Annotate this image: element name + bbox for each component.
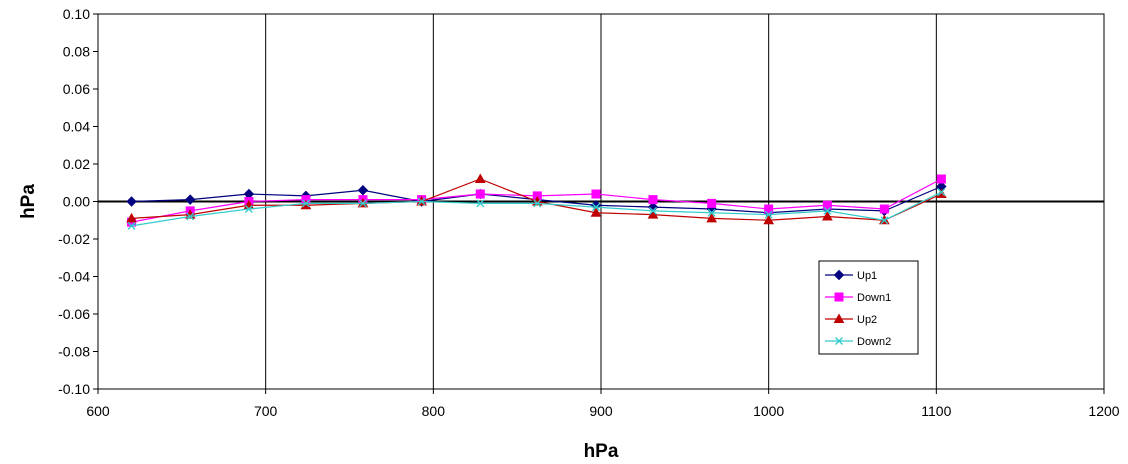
data-point-down2: [937, 188, 946, 197]
legend-marker-up2: [833, 313, 845, 323]
x-marker-stroke: [244, 205, 253, 213]
data-point-down1: [822, 200, 832, 210]
data-point-down1: [879, 204, 889, 214]
x-marker-stroke: [764, 210, 773, 219]
data-point-down1: [936, 174, 946, 184]
data-point-up2: [821, 210, 833, 221]
data-point-down2: [764, 210, 773, 219]
series-down1: [127, 174, 946, 227]
x-marker-stroke: [592, 203, 600, 212]
y-tick-label: 0.02: [63, 156, 90, 172]
data-point-down1: [475, 189, 485, 199]
data-point-up2: [763, 214, 775, 225]
data-point-up1: [185, 194, 196, 205]
data-point-up2: [647, 209, 659, 219]
data-point-down2: [707, 208, 716, 217]
series-layer: [126, 173, 947, 230]
y-tick-label: -0.06: [58, 306, 90, 322]
legend-label-up2: Up2: [857, 314, 877, 326]
y-tick-label: -0.04: [58, 269, 90, 285]
x-tick-label: 1100: [921, 403, 951, 419]
x-marker-stroke: [823, 206, 832, 215]
y-tick-label: -0.02: [58, 231, 90, 247]
x-marker-stroke: [649, 206, 657, 215]
legend: Up1 Down1 Up2 Down2: [818, 260, 919, 355]
legend-marker-down2: [835, 337, 843, 345]
data-point-up2: [706, 212, 718, 223]
data-point-down2: [592, 203, 600, 212]
data-point-down2: [417, 197, 426, 206]
legend-label-down2: Down2: [857, 336, 891, 348]
x-axis-title: hPa: [584, 441, 619, 462]
data-point-down2: [880, 216, 889, 225]
legend-marker-down1: [834, 292, 844, 302]
x-marker-stroke: [937, 188, 946, 197]
data-point-down2: [244, 205, 253, 213]
series-down2: [127, 188, 946, 230]
x-tick-label: 1200: [1088, 403, 1119, 419]
x-tick-label: 1000: [753, 403, 784, 419]
x-marker-stroke: [476, 199, 485, 208]
legend-entry-up1: Up1: [825, 269, 877, 282]
data-point-down2: [823, 206, 832, 215]
y-tick-label: 0.08: [63, 44, 90, 60]
x-tick-label: 700: [254, 403, 278, 419]
data-point-down2: [649, 206, 657, 215]
legend-label-down1: Down1: [857, 292, 891, 304]
x-marker-stroke: [358, 199, 367, 208]
data-point-down2: [533, 199, 542, 208]
x-marker-stroke: [880, 216, 889, 225]
legend-entry-down2: Down2: [825, 336, 891, 348]
data-point-down2: [301, 199, 310, 208]
data-point-down1: [648, 195, 658, 205]
data-point-down2: [127, 221, 136, 230]
data-point-down2: [358, 199, 367, 208]
x-marker-stroke: [707, 208, 716, 217]
y-tick-label: -0.08: [58, 344, 90, 360]
legend-entry-down1: Down1: [825, 292, 891, 304]
x-tick-label: 800: [422, 403, 446, 419]
x-tick-label: 900: [589, 403, 613, 419]
data-point-up1: [357, 185, 369, 196]
data-point-down2: [476, 199, 485, 208]
legend-label-up1: Up1: [857, 270, 877, 282]
y-tick-label: -0.10: [58, 381, 90, 397]
data-point-down1: [591, 189, 601, 199]
x-marker-stroke: [835, 337, 843, 345]
data-point-up2: [590, 207, 602, 217]
y-tick-label: 0.00: [63, 194, 90, 210]
y-tick-label: 0.06: [63, 81, 90, 97]
x-marker-stroke: [417, 197, 426, 206]
x-marker-stroke: [301, 199, 310, 208]
y-axis-ticks: 0.10 0.08 0.06 0.04 0.02 0.00 -0.02 -0.04 -0.06 -…: [58, 6, 98, 397]
y-tick-label: 0.04: [63, 119, 90, 135]
legend-marker-up1: [833, 269, 845, 281]
data-point-up2: [126, 212, 137, 223]
x-tick-label: 600: [86, 403, 110, 419]
x-marker-stroke: [186, 212, 195, 221]
data-point-up1: [126, 196, 137, 207]
x-marker-stroke: [533, 199, 542, 208]
y-tick-label: 0.10: [63, 6, 90, 22]
data-point-down1: [764, 204, 774, 214]
x-axis-ticks: 600 700 800 900 1000 1100 1200: [86, 389, 1120, 419]
data-point-up2: [474, 173, 486, 183]
data-point-down2: [186, 212, 195, 221]
y-axis-title: hPa: [18, 184, 39, 219]
x-marker-stroke: [127, 221, 136, 230]
data-point-down1: [707, 198, 717, 208]
legend-entry-up2: Up2: [825, 313, 877, 326]
